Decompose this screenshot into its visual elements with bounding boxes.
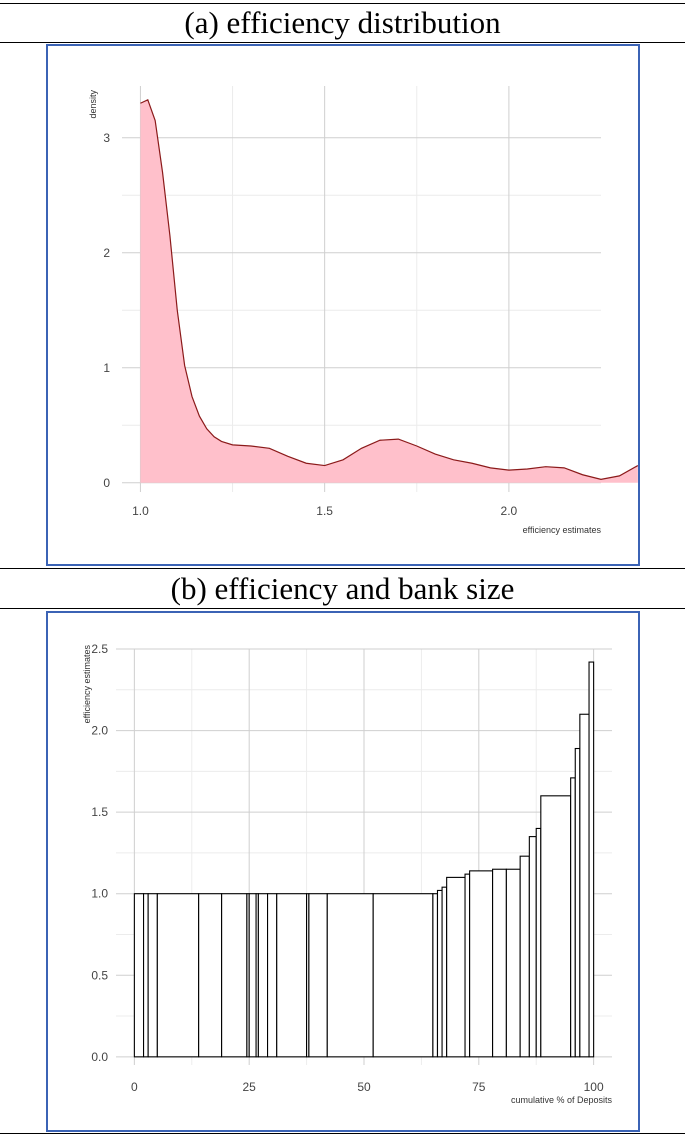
chart-b-frame: 0.0 0.5 1.0 1.5 2.0 2.5 0 25 50 75 100 cumulative %…: [46, 611, 640, 1132]
bar: [267, 893, 278, 1058]
bar: [133, 893, 145, 1058]
x-tick-label: 2.0: [501, 504, 518, 518]
bar: [570, 777, 576, 1058]
x-tick-label: 1.5: [316, 504, 333, 518]
bar: [505, 868, 521, 1058]
bar: [147, 893, 158, 1058]
chart-a-frame: 0 1 2 3 1.0 1.5 2.0 efficiency estimates density: [46, 44, 640, 566]
rule-above-heading-b: [0, 568, 685, 569]
y-tick-label: 0: [103, 476, 110, 490]
y-tick-label: 0.0: [91, 1050, 108, 1064]
y-tick-label: 2.0: [91, 724, 108, 738]
heading-a: (a) efficiency distribution: [184, 5, 501, 40]
x-tick-label: 25: [243, 1080, 257, 1094]
x-axis-label: efficiency estimates: [523, 525, 602, 535]
bar: [579, 713, 590, 1058]
y-tick-label: 1.0: [91, 887, 108, 901]
bar: [519, 855, 530, 1058]
bar: [156, 893, 200, 1058]
x-tick-label: 100: [584, 1080, 604, 1094]
bar: [432, 893, 439, 1058]
y-tick-label: 2: [103, 246, 110, 260]
rule-under-heading-b: [0, 608, 685, 609]
bar: [588, 661, 595, 1058]
y-tick-label: 1: [103, 361, 110, 375]
bar: [528, 836, 537, 1058]
y-tick-label: 1.5: [91, 805, 108, 819]
rule-under-heading-a: [0, 42, 685, 43]
y-axis-label: density: [88, 90, 98, 119]
y-tick-label: 0.5: [91, 968, 108, 982]
density-area: [140, 99, 638, 483]
density-line: [140, 98, 639, 480]
top-rule: [0, 3, 685, 4]
bar: [469, 870, 494, 1058]
bar: [436, 889, 443, 1058]
density-chart: 0 1 2 3 1.0 1.5 2.0 efficiency estimates density: [88, 86, 639, 535]
heading-b: (b) efficiency and bank size: [170, 571, 515, 606]
bar: [308, 893, 328, 1058]
x-axis-label: cumulative % of Deposits: [511, 1095, 613, 1105]
bar: [221, 893, 248, 1058]
y-tick-label: 2.5: [91, 642, 108, 656]
bar: [492, 868, 507, 1058]
x-tick-label: 1.0: [132, 504, 149, 518]
bar: [574, 747, 581, 1058]
bar: [540, 795, 572, 1058]
bar: [198, 893, 223, 1058]
y-axis-label: efficiency estimates: [82, 645, 92, 724]
x-tick-label: 0: [131, 1080, 138, 1094]
bar: [257, 893, 269, 1058]
bar: [143, 893, 149, 1058]
bar: [446, 876, 466, 1058]
x-tick-label: 75: [472, 1080, 486, 1094]
bar: [326, 893, 374, 1058]
y-tick-label: 3: [103, 131, 110, 145]
bar: [276, 893, 308, 1058]
bar: [441, 886, 448, 1058]
bar: [464, 873, 471, 1058]
bar: [372, 893, 434, 1058]
bar: [535, 827, 542, 1058]
bar: [248, 893, 257, 1058]
x-tick-label: 50: [357, 1080, 371, 1094]
bottom-rule: [0, 1133, 685, 1134]
